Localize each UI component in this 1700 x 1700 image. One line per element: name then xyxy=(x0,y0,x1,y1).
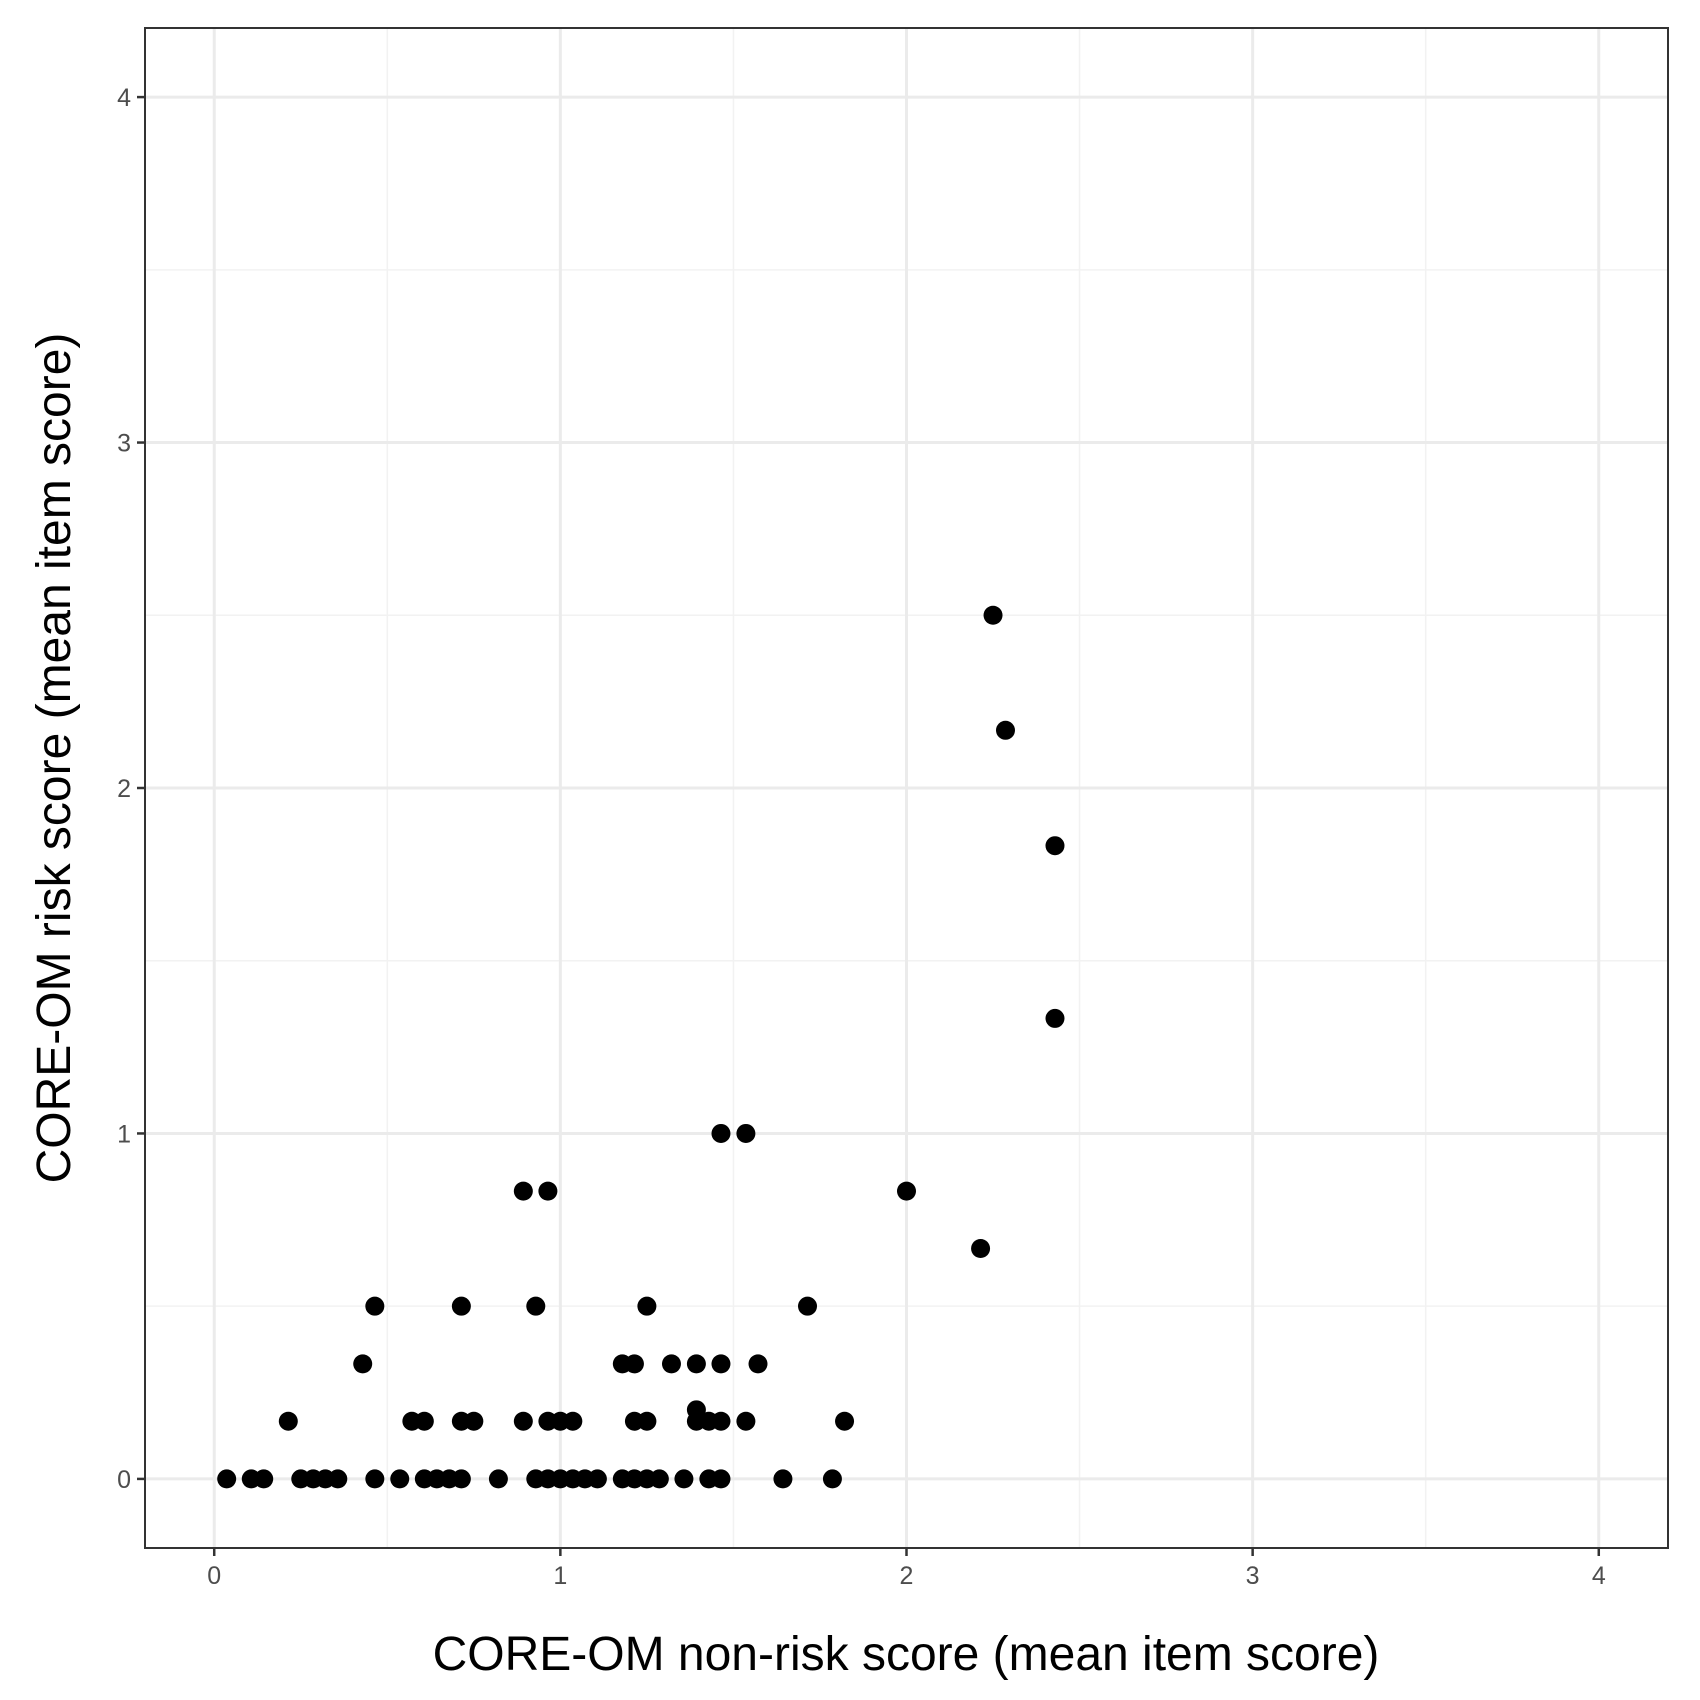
data-point xyxy=(649,1469,669,1489)
data-point xyxy=(217,1469,237,1489)
x-tick-label: 0 xyxy=(207,1562,221,1590)
data-point xyxy=(971,1238,991,1258)
data-point xyxy=(637,1296,657,1316)
data-point xyxy=(353,1354,373,1374)
data-point xyxy=(365,1469,385,1489)
x-tick-label: 1 xyxy=(553,1562,567,1590)
data-point xyxy=(736,1411,756,1431)
data-point xyxy=(563,1411,583,1431)
data-point xyxy=(711,1123,731,1143)
grid xyxy=(145,28,1668,1548)
y-tick-label: 1 xyxy=(117,1120,131,1148)
data-point xyxy=(414,1411,434,1431)
x-tick-label: 2 xyxy=(900,1562,914,1590)
data-point xyxy=(897,1181,916,1201)
y-tick-label: 0 xyxy=(117,1466,131,1494)
data-point xyxy=(464,1411,484,1431)
data-point xyxy=(538,1181,558,1201)
data-point xyxy=(637,1411,657,1431)
data-point xyxy=(983,605,1003,625)
x-tick-label: 4 xyxy=(1592,1562,1606,1590)
data-point xyxy=(390,1469,410,1489)
data-point xyxy=(488,1469,508,1489)
data-point xyxy=(798,1296,818,1316)
data-point xyxy=(587,1469,607,1489)
data-point xyxy=(1045,836,1065,856)
data-point xyxy=(451,1296,471,1316)
data-point xyxy=(711,1411,731,1431)
data-point xyxy=(748,1354,768,1374)
data-point xyxy=(328,1469,348,1489)
data-point xyxy=(526,1296,546,1316)
data-point xyxy=(254,1469,274,1489)
data-point xyxy=(773,1469,793,1489)
data-point xyxy=(365,1296,385,1316)
y-tick-label: 3 xyxy=(117,430,131,458)
data-point xyxy=(686,1400,706,1420)
y-tick-label: 2 xyxy=(117,775,131,803)
data-point xyxy=(624,1354,644,1374)
data-point xyxy=(513,1181,533,1201)
data-point xyxy=(1045,1008,1065,1028)
data-point xyxy=(711,1469,731,1489)
x-axis-title: CORE-OM non-risk score (mean item score) xyxy=(433,1628,1380,1681)
data-point xyxy=(451,1469,471,1489)
y-axis-title: CORE-OM risk score (mean item score) xyxy=(28,333,81,1184)
data-point xyxy=(835,1411,855,1431)
data-point xyxy=(736,1123,756,1143)
x-tick-label: 3 xyxy=(1246,1562,1260,1590)
axes: 0 1 2 3 4 0 1 2 3 4 xyxy=(117,84,1606,1590)
data-point xyxy=(686,1354,706,1374)
points xyxy=(217,605,1065,1489)
data-point xyxy=(822,1469,842,1489)
data-point xyxy=(278,1411,298,1431)
y-tick-label: 4 xyxy=(117,84,131,112)
data-point xyxy=(674,1469,694,1489)
data-point xyxy=(995,720,1015,740)
data-point xyxy=(513,1411,533,1431)
data-point xyxy=(661,1354,681,1374)
data-point xyxy=(711,1354,731,1374)
